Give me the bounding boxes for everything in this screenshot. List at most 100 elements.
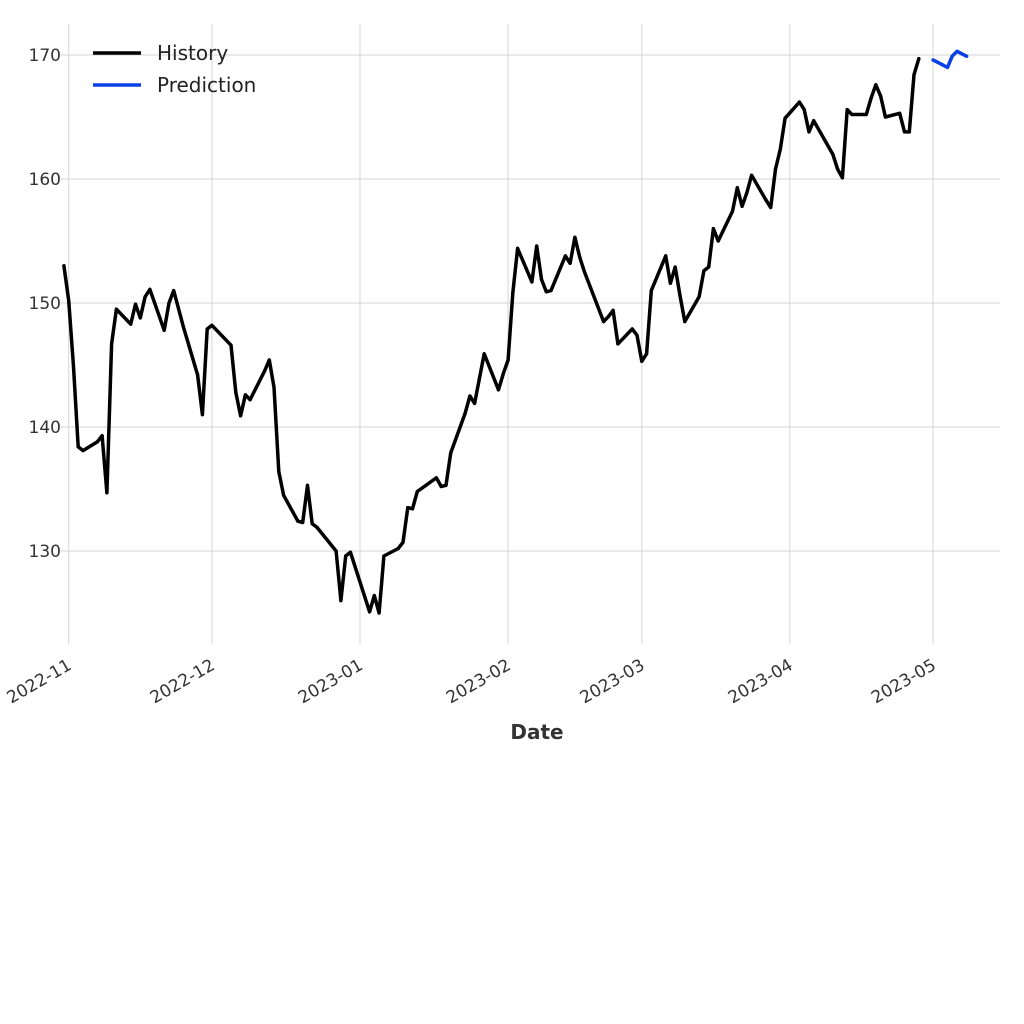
data-point <box>473 401 477 405</box>
data-point <box>434 476 438 480</box>
data-point <box>110 342 114 346</box>
data-point <box>482 352 486 356</box>
data-point <box>649 289 653 293</box>
data-point <box>234 390 238 394</box>
data-point <box>210 323 214 327</box>
data-point <box>100 434 104 438</box>
data-point <box>305 483 310 487</box>
data-point <box>917 57 921 61</box>
data-point <box>931 58 935 62</box>
data-point <box>563 254 568 258</box>
x-tick-label: 2023-03 <box>577 655 649 708</box>
data-point <box>401 540 405 544</box>
data-point <box>549 289 553 293</box>
data-point <box>683 320 687 324</box>
data-point <box>449 451 453 455</box>
data-point <box>836 167 840 171</box>
data-point <box>372 594 376 598</box>
data-point <box>611 308 615 312</box>
data-point <box>406 506 410 510</box>
data-point <box>582 270 587 274</box>
data-point <box>898 111 902 115</box>
data-point <box>511 291 515 295</box>
data-point <box>616 342 620 346</box>
data-point <box>578 255 582 259</box>
data-point <box>310 522 314 526</box>
data-point <box>496 388 501 392</box>
data-point <box>869 96 873 100</box>
series-prediction <box>931 49 969 70</box>
y-tick-labels: 130 140 150 160 170 <box>29 46 61 562</box>
data-point <box>506 358 510 362</box>
data-point <box>907 130 911 134</box>
data-point <box>196 373 200 377</box>
x-tick-labels: 2022-11 2022-12 2023-01 2023-02 2023-03 2023-… <box>4 655 940 708</box>
data-point <box>664 254 668 258</box>
data-point <box>248 398 252 402</box>
y-tick-label: 170 <box>29 46 61 66</box>
data-point <box>840 176 845 180</box>
series-line-history <box>62 56 921 615</box>
data-point <box>874 83 878 87</box>
series-layer <box>62 49 969 615</box>
data-point <box>181 325 185 329</box>
data-point <box>544 290 548 294</box>
x-tick-label: 2023-01 <box>295 655 367 708</box>
data-point <box>516 246 520 250</box>
data-point <box>668 281 673 285</box>
data-point <box>573 235 577 239</box>
data-point <box>912 73 916 77</box>
data-point <box>965 54 969 58</box>
data-point <box>945 65 950 69</box>
x-tick-label: 2023-04 <box>725 655 797 708</box>
data-point <box>845 108 849 112</box>
data-point <box>716 239 720 243</box>
data-point <box>382 554 386 558</box>
data-point <box>807 130 811 134</box>
data-point <box>864 112 868 117</box>
data-point <box>239 414 243 418</box>
data-point <box>205 327 209 331</box>
legend: History Prediction <box>93 41 256 97</box>
data-point <box>243 393 247 397</box>
x-tick-label: 2023-05 <box>868 655 940 708</box>
data-point <box>735 186 739 190</box>
data-point <box>769 205 773 210</box>
data-point <box>602 320 606 324</box>
data-point <box>229 343 233 347</box>
x-axis-label: Date <box>510 720 563 744</box>
data-point <box>606 315 611 319</box>
x-tick-label: 2023-02 <box>443 655 515 708</box>
data-point <box>568 261 572 265</box>
y-tick-label: 140 <box>29 418 61 438</box>
y-tick-label: 150 <box>29 294 61 314</box>
data-point <box>783 116 787 120</box>
data-point <box>296 519 300 523</box>
data-point <box>76 445 80 449</box>
data-point <box>707 265 711 269</box>
data-point <box>850 112 854 117</box>
data-point <box>530 280 534 284</box>
data-point <box>277 470 281 474</box>
data-point <box>444 483 448 487</box>
y-gridlines <box>60 54 1000 552</box>
data-point <box>143 295 147 299</box>
data-point <box>740 204 744 208</box>
data-point <box>778 147 782 151</box>
x-tick-label: 2022-12 <box>147 655 219 708</box>
data-point <box>950 54 954 58</box>
data-point <box>936 60 940 64</box>
data-point <box>539 277 544 281</box>
data-point <box>812 119 816 123</box>
data-point <box>377 611 381 615</box>
data-point <box>334 549 338 553</box>
data-point <box>645 352 649 356</box>
data-point <box>114 307 118 311</box>
data-point <box>697 295 701 299</box>
data-point <box>262 369 267 373</box>
data-point <box>831 152 835 156</box>
data-point <box>501 372 505 376</box>
data-point <box>415 489 419 494</box>
data-point <box>960 52 964 56</box>
